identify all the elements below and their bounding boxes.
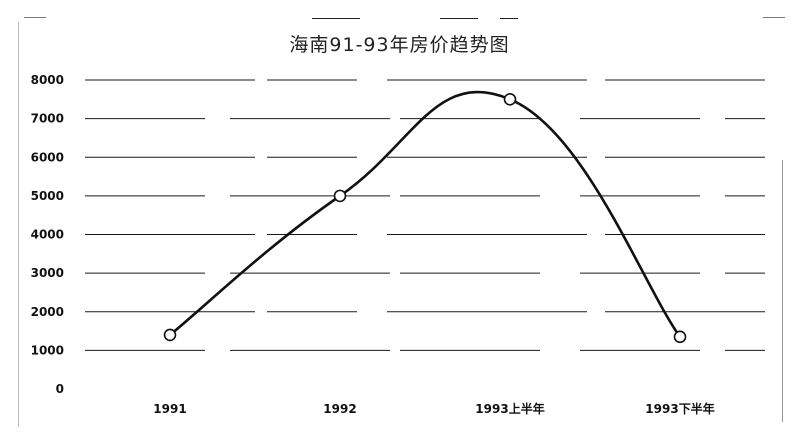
frame-top-mark bbox=[500, 18, 518, 19]
data-point bbox=[673, 330, 687, 344]
y-tick-label: 5000 bbox=[31, 189, 64, 203]
frame-right-border bbox=[782, 160, 783, 422]
y-tick-label: 0 bbox=[56, 382, 64, 396]
x-axis-tick-labels: 1991 1992 1993上半年 1993下半年 bbox=[153, 401, 714, 416]
frame-corner-top-right bbox=[763, 17, 785, 18]
y-tick-label: 4000 bbox=[31, 228, 64, 242]
data-point bbox=[333, 189, 347, 203]
y-tick-label: 8000 bbox=[31, 73, 64, 87]
series-price bbox=[163, 90, 687, 344]
x-tick-label: 1993上半年 bbox=[475, 401, 544, 416]
frame-left-border bbox=[18, 22, 19, 427]
x-tick-label: 1992 bbox=[323, 402, 356, 416]
frame-top-mark bbox=[312, 18, 360, 19]
series-line bbox=[169, 90, 682, 338]
x-tick-label: 1991 bbox=[153, 402, 186, 416]
y-tick-label: 6000 bbox=[31, 150, 64, 164]
y-tick-label: 7000 bbox=[31, 112, 64, 126]
x-tick-label: 1993下半年 bbox=[645, 401, 714, 416]
y-tick-label: 1000 bbox=[31, 343, 64, 357]
y-tick-label: 3000 bbox=[31, 266, 64, 280]
data-point bbox=[163, 328, 177, 342]
data-point bbox=[503, 93, 517, 106]
frame-top-mark bbox=[440, 18, 478, 19]
frame-corner-top-left bbox=[24, 17, 46, 18]
y-axis-tick-labels: 0 1000 2000 3000 4000 5000 6000 7000 8000 bbox=[31, 73, 64, 396]
chart-title: 海南91-93年房价趋势图 bbox=[289, 34, 510, 56]
y-tick-label: 2000 bbox=[31, 305, 64, 319]
